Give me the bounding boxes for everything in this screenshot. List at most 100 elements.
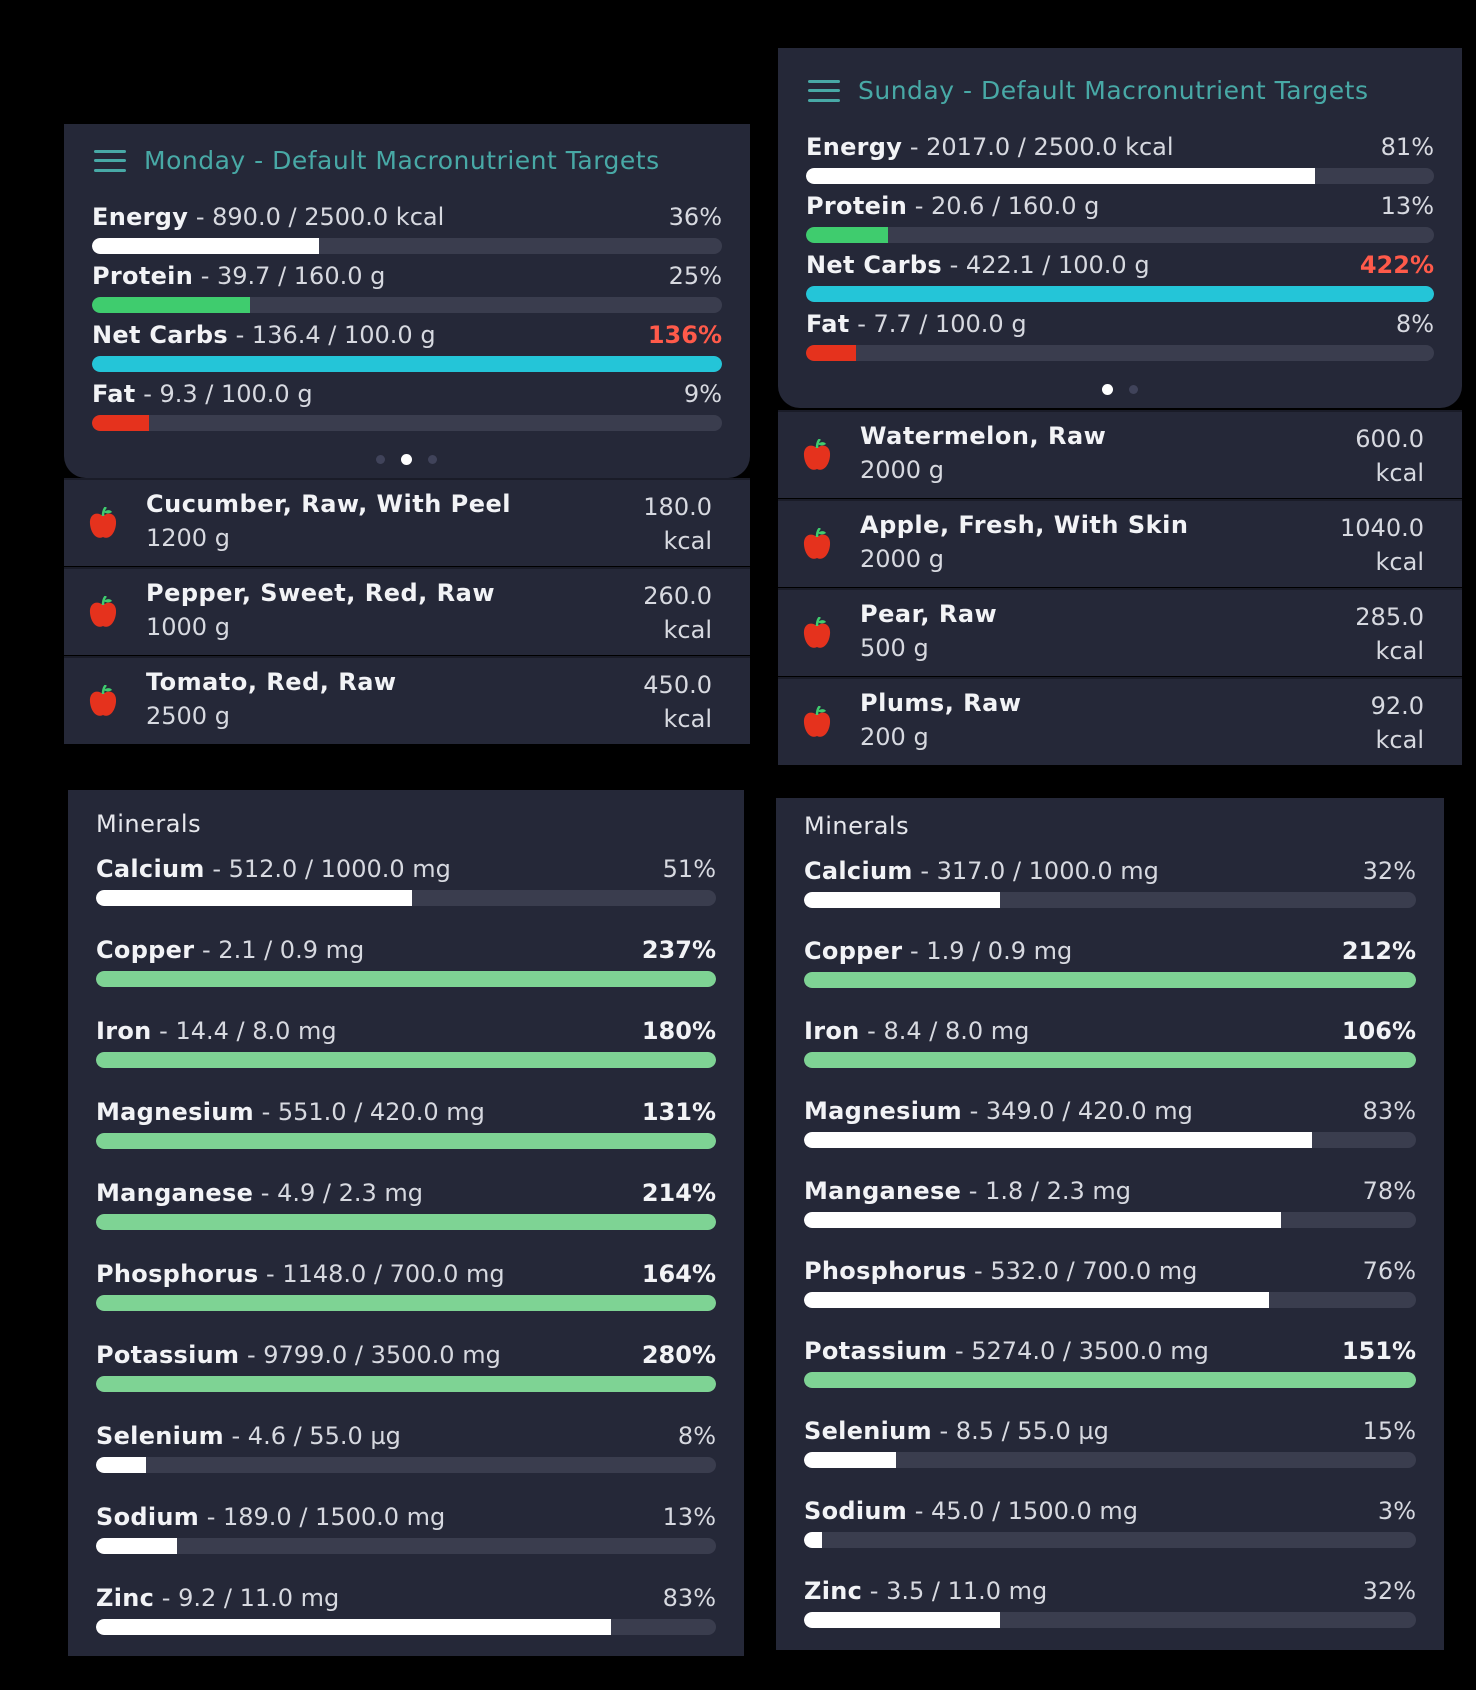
progress-fill bbox=[96, 1619, 611, 1635]
page-indicator[interactable] bbox=[1102, 384, 1138, 395]
nutrient-row-phosphorus: Phosphorus - 1148.0 / 700.0 mg 164% bbox=[96, 1259, 716, 1317]
menu-icon[interactable] bbox=[808, 79, 840, 102]
progress-fill bbox=[806, 227, 888, 243]
nutrient-value: - 8.4 / 8.0 mg bbox=[859, 1017, 1030, 1045]
page-dot-2-active[interactable] bbox=[401, 454, 412, 465]
minerals-title: Minerals bbox=[96, 810, 202, 838]
apple-icon bbox=[802, 527, 832, 562]
progress-fill bbox=[92, 297, 250, 313]
nutrient-row-zinc: Zinc - 3.5 / 11.0 mg 32% bbox=[804, 1576, 1416, 1634]
page-dot-3[interactable] bbox=[428, 455, 437, 464]
progress-track bbox=[96, 1295, 716, 1311]
nutrient-percent: 13% bbox=[662, 1503, 716, 1531]
food-quantity: 1200 g bbox=[146, 524, 230, 552]
monday-food-list: Cucumber, Raw, With Peel 1200 g 180.0 kcal P… bbox=[64, 478, 750, 746]
nutrient-row-calcium: Calcium - 317.0 / 1000.0 mg 32% bbox=[804, 856, 1416, 914]
food-list-item[interactable]: Plums, Raw 200 g 92.0 kcal bbox=[778, 677, 1462, 765]
food-kcal-value: 1040.0 bbox=[1340, 514, 1424, 542]
progress-fill bbox=[804, 972, 1416, 988]
food-energy: 180.0 kcal bbox=[643, 490, 712, 558]
progress-track bbox=[804, 1532, 1416, 1548]
progress-fill bbox=[806, 345, 857, 361]
nutrient-name: Energy bbox=[92, 203, 189, 231]
progress-fill bbox=[96, 1538, 177, 1554]
nutrient-row-copper: Copper - 2.1 / 0.9 mg 237% bbox=[96, 935, 716, 993]
nutrient-name: Magnesium bbox=[804, 1097, 962, 1125]
nutrient-row-magnesium: Magnesium - 551.0 / 420.0 mg 131% bbox=[96, 1097, 716, 1155]
monday-title: Monday - Default Macronutrient Targets bbox=[144, 146, 660, 175]
nutrient-value: - 14.4 / 8.0 mg bbox=[151, 1017, 337, 1045]
nutrient-percent: 81% bbox=[1380, 133, 1434, 161]
nutrient-value: - 39.7 / 160.0 g bbox=[193, 262, 386, 290]
nutrient-value: - 189.0 / 1500.0 mg bbox=[199, 1503, 446, 1531]
food-kcal-unit: kcal bbox=[1375, 726, 1424, 754]
progress-fill bbox=[804, 1292, 1270, 1308]
nutrient-row-selenium: Selenium - 4.6 / 55.0 µg 8% bbox=[96, 1421, 716, 1479]
nutrient-name: Manganese bbox=[96, 1179, 254, 1207]
nutrient-value: - 136.4 / 100.0 g bbox=[228, 321, 436, 349]
food-kcal-unit: kcal bbox=[1375, 459, 1424, 487]
food-name: Pear, Raw bbox=[860, 600, 998, 628]
food-list-item[interactable]: Tomato, Red, Raw 2500 g 450.0 kcal bbox=[64, 656, 750, 744]
food-kcal-value: 92.0 bbox=[1370, 692, 1424, 720]
nutrient-name: Copper bbox=[96, 936, 195, 964]
nutrient-value: - 422.1 / 100.0 g bbox=[942, 251, 1150, 279]
nutrient-percent: 78% bbox=[1362, 1177, 1416, 1205]
nutrient-row-iron: Iron - 8.4 / 8.0 mg 106% bbox=[804, 1016, 1416, 1074]
progress-track bbox=[92, 356, 722, 372]
progress-fill bbox=[96, 1214, 716, 1230]
progress-fill bbox=[804, 1132, 1312, 1148]
food-quantity: 200 g bbox=[860, 723, 929, 751]
nutrient-row-selenium: Selenium - 8.5 / 55.0 µg 15% bbox=[804, 1416, 1416, 1474]
nutrient-name: Sodium bbox=[804, 1497, 908, 1525]
progress-track bbox=[96, 890, 716, 906]
food-list-item[interactable]: Pear, Raw 500 g 285.0 kcal bbox=[778, 588, 1462, 676]
progress-fill bbox=[96, 1133, 716, 1149]
food-kcal-value: 600.0 bbox=[1355, 425, 1424, 453]
nutrient-value: - 5274.0 / 3500.0 mg bbox=[947, 1337, 1209, 1365]
progress-track bbox=[92, 297, 722, 313]
food-list-item[interactable]: Apple, Fresh, With Skin 2000 g 1040.0 kcal bbox=[778, 499, 1462, 587]
nutrient-value: - 317.0 / 1000.0 mg bbox=[912, 857, 1159, 885]
progress-fill bbox=[96, 1457, 146, 1473]
page-dot-1[interactable] bbox=[376, 455, 385, 464]
progress-fill bbox=[804, 1052, 1416, 1068]
nutrient-name: Selenium bbox=[96, 1422, 224, 1450]
sunday-header: Sunday - Default Macronutrient Targets bbox=[808, 76, 1368, 105]
nutrient-name: Magnesium bbox=[96, 1098, 254, 1126]
progress-track bbox=[96, 1538, 716, 1554]
nutrient-percent: 136% bbox=[647, 321, 722, 349]
nutrient-value: - 8.5 / 55.0 µg bbox=[931, 1417, 1109, 1445]
food-energy: 92.0 kcal bbox=[1371, 689, 1424, 757]
progress-track bbox=[804, 1372, 1416, 1388]
food-list-item[interactable]: Watermelon, Raw 2000 g 600.0 kcal bbox=[778, 410, 1462, 498]
nutrient-name: Net Carbs bbox=[92, 321, 229, 349]
food-kcal-value: 285.0 bbox=[1355, 603, 1424, 631]
nutrient-name: Protein bbox=[92, 262, 194, 290]
apple-icon bbox=[802, 616, 832, 651]
nutrient-name: Net Carbs bbox=[806, 251, 943, 279]
menu-icon[interactable] bbox=[94, 149, 126, 172]
nutrient-percent: 32% bbox=[1362, 1577, 1416, 1605]
food-list-item[interactable]: Cucumber, Raw, With Peel 1200 g 180.0 kcal bbox=[64, 478, 750, 566]
nutrient-percent: 106% bbox=[1341, 1017, 1416, 1045]
nutrient-name: Potassium bbox=[96, 1341, 240, 1369]
nutrient-value: - 532.0 / 700.0 mg bbox=[966, 1257, 1198, 1285]
page-indicator[interactable] bbox=[376, 454, 437, 465]
apple-icon bbox=[802, 705, 832, 740]
food-quantity: 1000 g bbox=[146, 613, 230, 641]
progress-track bbox=[96, 1052, 716, 1068]
progress-fill bbox=[804, 1532, 823, 1548]
food-list-item[interactable]: Pepper, Sweet, Red, Raw 1000 g 260.0 kcal bbox=[64, 567, 750, 655]
page-dot-1-active[interactable] bbox=[1102, 384, 1113, 395]
nutrient-row-potassium: Potassium - 9799.0 / 3500.0 mg 280% bbox=[96, 1340, 716, 1398]
nutrient-percent: 32% bbox=[1362, 857, 1416, 885]
progress-fill bbox=[96, 1052, 716, 1068]
nutrient-percent: 180% bbox=[641, 1017, 716, 1045]
progress-track bbox=[804, 1452, 1416, 1468]
food-name: Cucumber, Raw, With Peel bbox=[146, 490, 512, 518]
page-dot-2[interactable] bbox=[1129, 385, 1138, 394]
nutrient-percent: 214% bbox=[641, 1179, 716, 1207]
apple-icon bbox=[88, 506, 118, 541]
monday-header: Monday - Default Macronutrient Targets bbox=[94, 146, 660, 175]
